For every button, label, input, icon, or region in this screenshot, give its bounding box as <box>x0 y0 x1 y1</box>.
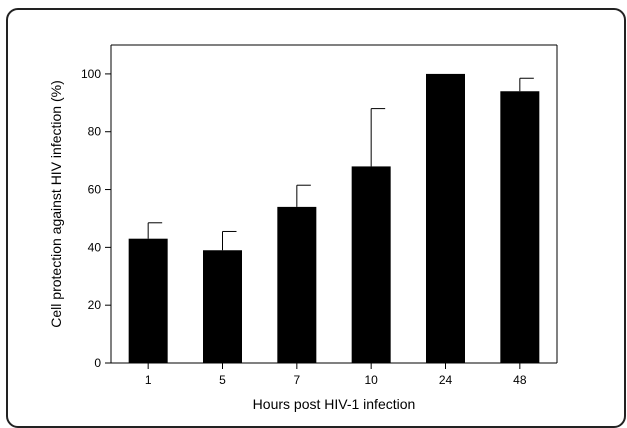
y-tick-label: 60 <box>88 183 102 197</box>
bars-group <box>128 73 540 363</box>
x-tick-label-24: 24 <box>439 373 453 387</box>
bar-1 <box>128 238 168 363</box>
bar-chart: 0 20 40 60 80 100 1 5 7 10 24 48 Hours post HIV-1 … <box>48 44 558 412</box>
y-axis-title: Cell protection against HIV infection (%… <box>48 80 64 327</box>
x-tick-label-1: 1 <box>145 373 152 387</box>
y-tick-label: 40 <box>88 240 102 254</box>
bar-5 <box>203 250 242 363</box>
x-tick-label-7: 7 <box>293 373 300 387</box>
x-tick-label-10: 10 <box>364 373 378 387</box>
error-bars-group <box>147 77 534 251</box>
plot-area <box>110 44 558 364</box>
y-ticks-group: 0 20 40 60 80 100 <box>81 67 111 370</box>
bar-48 <box>500 91 540 363</box>
x-tick-label-5: 5 <box>219 373 226 387</box>
bar-10 <box>351 166 391 363</box>
x-tick-label-48: 48 <box>513 373 527 387</box>
x-axis-title: Hours post HIV-1 infection <box>253 396 416 412</box>
y-tick-label: 20 <box>88 298 102 312</box>
x-ticks-group: 1 5 7 10 24 48 <box>145 363 527 387</box>
bar-24 <box>426 73 465 363</box>
y-tick-label: 100 <box>81 67 101 81</box>
y-tick-label: 0 <box>94 356 101 370</box>
bar-7 <box>277 206 317 363</box>
y-tick-label: 80 <box>88 125 102 139</box>
